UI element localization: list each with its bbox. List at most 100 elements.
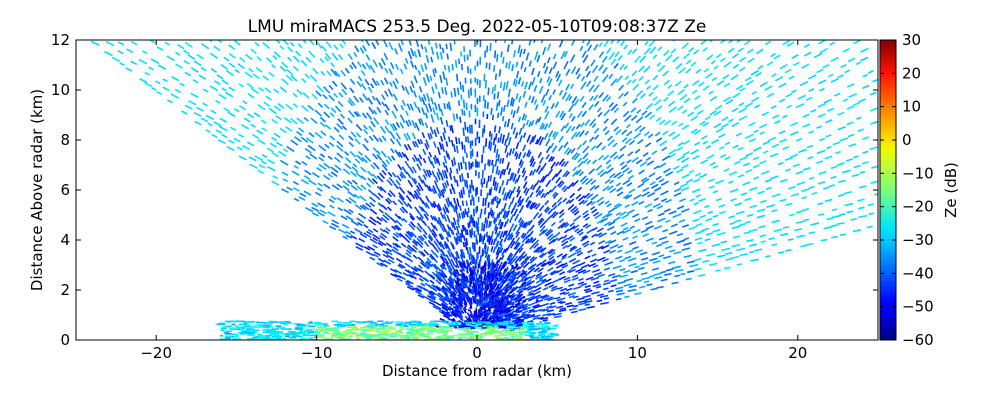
echo-dash-mid: [593, 43, 599, 51]
echo-dash-mid: [412, 254, 418, 260]
echo-dash-mid: [451, 63, 454, 71]
echo-dash-mid: [362, 93, 369, 101]
echo-dash-mid: [318, 144, 327, 152]
echo-dash-mid: [545, 138, 551, 147]
echo-dash-noise: [743, 231, 751, 235]
echo-dash-mid: [445, 180, 450, 187]
echo-dash-mid: [345, 230, 352, 236]
echo-dash-mid: [672, 213, 682, 219]
echo-dash-mid: [407, 202, 413, 210]
echo-dash-core: [463, 310, 467, 314]
echo-dash-core: [458, 325, 462, 329]
echo-dash-mid: [541, 278, 547, 283]
echo-dash-noise: [867, 203, 875, 207]
echo-dash-noise: [681, 173, 690, 179]
echo-dash-mid: [389, 138, 395, 145]
echo-dash-noise: [175, 51, 181, 56]
echo-dash-core: [484, 285, 487, 289]
echo-dash-mid: [593, 75, 599, 82]
echo-dash-mid: [559, 110, 565, 118]
echo-dash-noise: [670, 48, 677, 54]
echo-dash-mid: [521, 222, 526, 228]
echo-dash-core: [466, 312, 471, 318]
echo-dash-mid: [484, 251, 488, 259]
echo-dash-mid: [399, 173, 404, 179]
echo-dash-core: [483, 303, 487, 307]
echo-dash-noise: [853, 164, 862, 169]
echo-dash-mid: [394, 273, 402, 279]
echo-dash-noise: [848, 143, 857, 148]
echo-dash-mid: [543, 132, 549, 141]
echo-dash-mid: [407, 50, 413, 60]
echo-dash-mid: [407, 274, 414, 279]
echo-dash-core: [470, 299, 473, 305]
echo-dash-mid: [427, 133, 431, 140]
echo-dash-mid: [562, 197, 568, 203]
echo-dash-mid: [384, 90, 389, 97]
echo-dash-noise: [736, 40, 742, 43]
echo-dash-mid: [468, 229, 472, 238]
echo-dash-core: [496, 316, 501, 321]
echo-dash-noise: [156, 46, 164, 51]
echo-dash-noise: [655, 117, 662, 122]
echo-dash-noise: [713, 65, 719, 70]
echo-dash-core: [469, 305, 473, 309]
echo-dash-mid: [558, 89, 564, 96]
echo-dash-noise: [857, 206, 865, 210]
echo-dash-core: [481, 282, 484, 287]
echo-dash-core: [454, 309, 459, 314]
echo-dash-mid: [447, 266, 454, 275]
echo-dash-mid: [518, 95, 522, 103]
echo-dash-mid: [395, 257, 403, 264]
echo-dash-noise: [693, 49, 700, 55]
y-axis-label: Distance Above radar (km): [28, 89, 46, 291]
echo-dash-mid: [505, 152, 509, 158]
echo-dash-mid: [499, 81, 503, 89]
echo-dash-noise: [693, 103, 702, 110]
echo-dash-noise: [175, 63, 183, 69]
echo-dash-noise: [688, 225, 697, 231]
echo-dash-mid: [484, 262, 488, 269]
echo-dash-mid: [372, 59, 378, 68]
echo-dash-noise: [796, 220, 805, 224]
echo-dash-noise: [850, 217, 858, 221]
echo-dash-noise: [237, 62, 245, 70]
echo-dash-mid: [385, 198, 391, 205]
echo-dash-noise: [870, 120, 878, 125]
echo-dash-mid: [512, 49, 516, 58]
echo-dash-mid: [378, 208, 384, 214]
echo-dash-core: [461, 310, 465, 314]
echo-dash-mid: [372, 233, 381, 240]
echo-dash-mid: [452, 222, 457, 231]
echo-dash-noise: [276, 141, 283, 147]
echo-dash-mid: [550, 221, 556, 227]
echo-dash-noise: [735, 84, 744, 91]
echo-dash-mid: [432, 69, 436, 78]
echo-dash-mid: [502, 230, 507, 238]
echo-dash-core: [496, 309, 501, 313]
echo-dash-mid: [462, 187, 465, 195]
echo-dash-mid: [551, 145, 558, 154]
echo-dash-noise: [728, 180, 734, 184]
echo-dash-core: [479, 308, 482, 313]
echo-dash-noise: [785, 202, 793, 207]
echo-dash-noise: [827, 73, 834, 78]
echo-dash-core: [513, 264, 519, 270]
echo-dash-mid: [526, 134, 531, 143]
echo-dash-mid: [462, 235, 466, 241]
echo-dash-mid: [398, 192, 405, 201]
echo-dash-mid: [414, 206, 421, 215]
echo-dash-core: [486, 276, 490, 281]
echo-dash-mid: [378, 137, 383, 143]
echo-dash-noise: [289, 41, 295, 47]
echo-dash-noise: [729, 188, 739, 193]
echo-dash-noise: [795, 210, 803, 214]
echo-dash-mid: [455, 113, 459, 119]
echo-dash-mid: [643, 280, 650, 284]
echo-dash-noise: [819, 137, 826, 142]
echo-dash-mid: [452, 272, 457, 278]
echo-dash-mid: [343, 150, 350, 156]
echo-dash-mid: [518, 159, 523, 166]
echo-dash-mid: [349, 78, 356, 85]
echo-dash-noise: [708, 185, 715, 189]
